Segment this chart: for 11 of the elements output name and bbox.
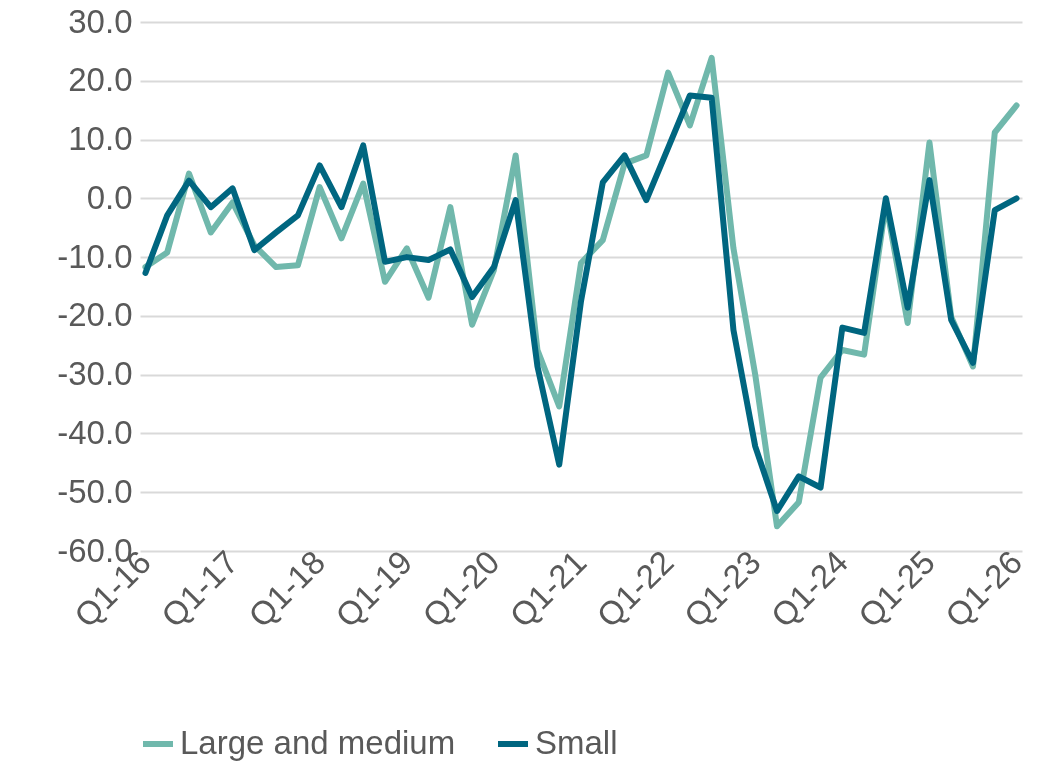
y-tick-label: -10.0 xyxy=(57,237,133,275)
y-tick-label: 20.0 xyxy=(68,61,133,99)
legend-label: Small xyxy=(535,724,618,761)
y-tick-label: -40.0 xyxy=(57,413,133,451)
y-tick-label: -50.0 xyxy=(57,472,133,510)
y-tick-label: -20.0 xyxy=(57,296,133,334)
y-tick-label: -30.0 xyxy=(57,355,133,393)
y-tick-label: 10.0 xyxy=(68,120,133,158)
y-tick-label: 0.0 xyxy=(86,178,133,216)
y-tick-label: 30.0 xyxy=(68,2,133,40)
legend-label: Large and medium xyxy=(180,724,456,761)
